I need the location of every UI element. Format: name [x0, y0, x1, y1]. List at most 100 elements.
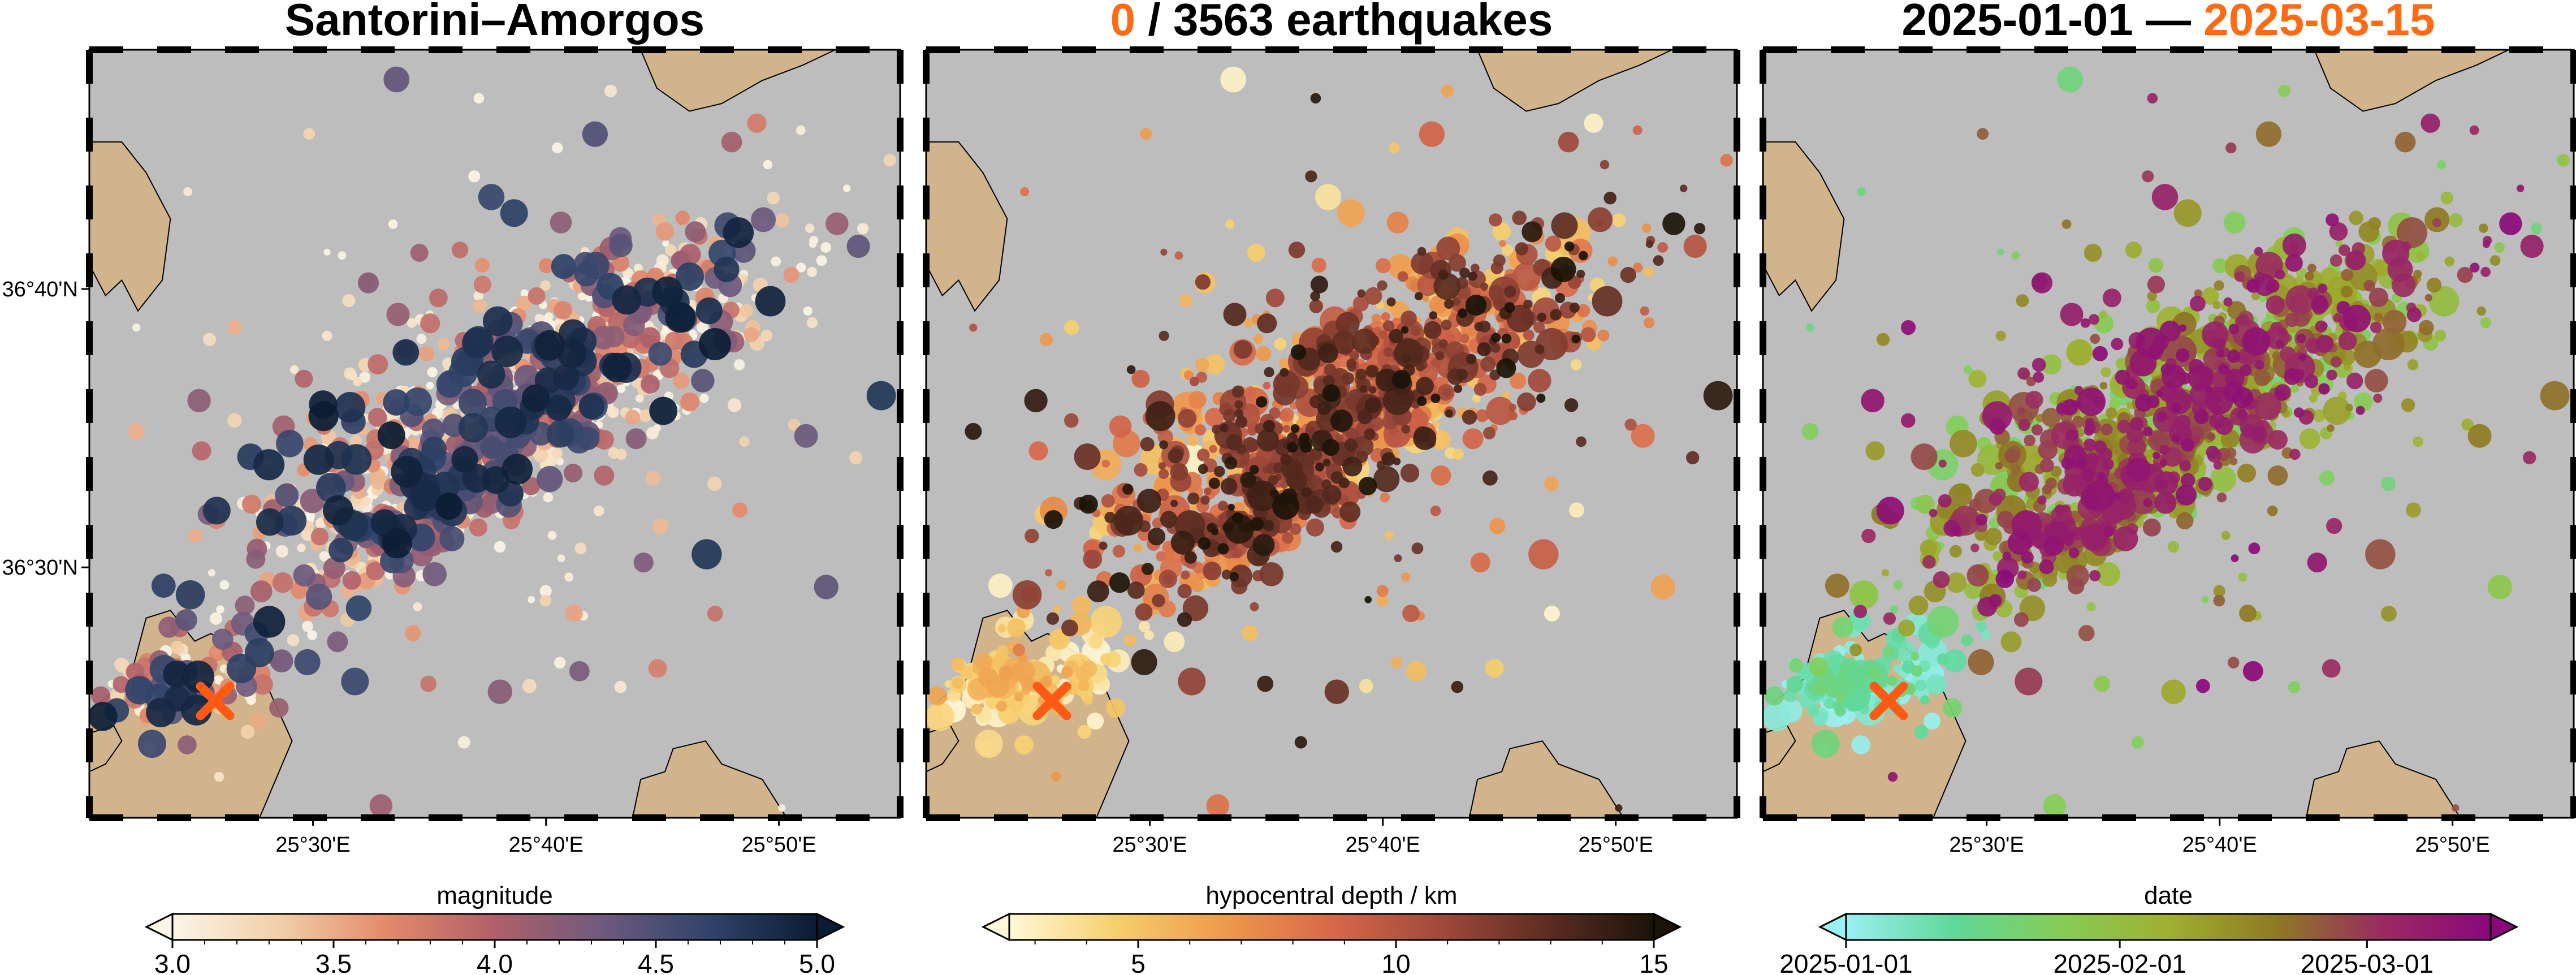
earthquake-point: [2043, 794, 2067, 817]
earthquake-point: [533, 448, 548, 463]
earthquake-point: [1233, 502, 1244, 514]
earthquake-point: [1963, 365, 1973, 374]
x-axis-label: 25°40'E: [2182, 833, 2257, 857]
earthquake-point: [2267, 465, 2288, 486]
earthquake-point: [1231, 385, 1244, 398]
earthquake-point: [2457, 267, 2473, 283]
earthquake-point: [1220, 478, 1238, 495]
earthquake-point: [1686, 451, 1700, 464]
earthquake-point: [1278, 357, 1291, 369]
earthquake-point: [473, 93, 485, 104]
earthquake-point: [1458, 308, 1468, 318]
colorbar-tick-label: 2025-02-01: [2053, 949, 2186, 975]
earthquake-point: [1401, 310, 1417, 327]
earthquake-point: [182, 661, 215, 693]
earthquake-point: [1386, 297, 1396, 307]
earthquake-point: [1158, 462, 1166, 470]
earthquake-point: [2181, 438, 2195, 452]
x-axis-label: 25°50'E: [741, 833, 816, 857]
earthquake-point: [1989, 418, 2006, 435]
earthquake-point: [1322, 384, 1341, 403]
earthquake-point: [2147, 93, 2158, 104]
earthquake-point: [1195, 357, 1209, 372]
earthquake-point: [2117, 420, 2131, 434]
earthquake-point: [2077, 387, 2106, 416]
earthquake-point: [662, 240, 669, 247]
earthquake-point: [514, 365, 540, 391]
earthquake-point: [1943, 698, 1963, 718]
earthquake-point: [849, 451, 863, 464]
earthquake-point: [2309, 394, 2318, 403]
earthquake-point: [1441, 84, 1454, 97]
earthquake-point: [1477, 342, 1492, 356]
earthquake-point: [2231, 554, 2239, 562]
earthquake-point: [391, 455, 423, 488]
earthquake-point: [2038, 440, 2058, 460]
earthquake-point: [2322, 659, 2341, 678]
earthquake-point: [2237, 409, 2247, 420]
earthquake-point: [564, 572, 574, 582]
earthquake-point: [2082, 524, 2107, 549]
earthquake-point: [1208, 477, 1220, 489]
earthquake-point: [2363, 279, 2376, 292]
earthquake-point: [649, 396, 678, 425]
earthquake-point: [366, 562, 385, 581]
earthquake-point: [2225, 142, 2237, 154]
earthquake-point: [2284, 368, 2301, 385]
earthquake-point: [1603, 191, 1617, 205]
earthquake-point: [1376, 258, 1391, 274]
naxos-land: [1763, 141, 1845, 312]
earthquake-point: [1088, 634, 1103, 649]
earthquake-point: [866, 381, 896, 411]
earthquake-point: [1140, 128, 1152, 140]
colorbar: date 2025-01-01 2025-02-01 2025-03-01: [1779, 882, 2519, 975]
earthquake-point: [1435, 351, 1445, 360]
earthquake-point: [359, 372, 371, 383]
earthquake-point: [1140, 437, 1155, 452]
earthquake-point: [1486, 396, 1515, 425]
earthquake-point: [1358, 477, 1377, 495]
earthquake-point: [1240, 472, 1256, 488]
earthquake-point: [1952, 526, 1962, 537]
earthquake-point: [1028, 441, 1048, 461]
earthquake-point: [1317, 401, 1332, 415]
earthquake-point: [2148, 257, 2163, 273]
earthquake-point: [1263, 382, 1271, 390]
earthquake-point: [1352, 435, 1374, 457]
earthquake-point: [1344, 438, 1358, 452]
earthquake-point: [2159, 445, 2169, 455]
earthquake-point: [1436, 236, 1460, 261]
earthquake-point: [1265, 288, 1285, 308]
earthquake-point: [1300, 441, 1312, 453]
earthquake-point: [2176, 348, 2190, 363]
earthquake-point: [214, 771, 224, 782]
earthquake-point: [1177, 612, 1192, 627]
colorbar-gradient: [171, 913, 818, 941]
earthquake-point: [1170, 530, 1195, 555]
earthquake-point: [1653, 255, 1664, 266]
earthquake-point: [1160, 248, 1168, 256]
map-frame: [86, 46, 904, 821]
earthquake-point: [1545, 235, 1562, 252]
earthquake-point: [1012, 580, 1042, 610]
earthquake-point: [192, 441, 211, 461]
earthquake-point: [2160, 363, 2173, 376]
earthquake-point: [1090, 606, 1122, 638]
earthquake-point: [1113, 506, 1144, 536]
earthquake-point: [1823, 675, 1847, 698]
earthquake-point: [614, 680, 627, 693]
earthquake-point: [1256, 429, 1280, 452]
earthquake-point: [2115, 357, 2128, 369]
earthquake-point: [1355, 368, 1367, 380]
earthquake-point: [521, 384, 550, 412]
earthquake-point: [1429, 311, 1437, 320]
earthquake-point: [1564, 398, 1579, 412]
earthquake-point: [250, 580, 273, 603]
earthquake-point: [1453, 448, 1464, 460]
earthquake-point: [1808, 706, 1819, 717]
x-cross-marker: [1032, 681, 1071, 721]
earthquake-point: [1250, 602, 1259, 611]
earthquake-point: [1234, 409, 1243, 418]
earthquake-point: [1126, 365, 1136, 374]
earthquake-point: [1555, 293, 1565, 303]
